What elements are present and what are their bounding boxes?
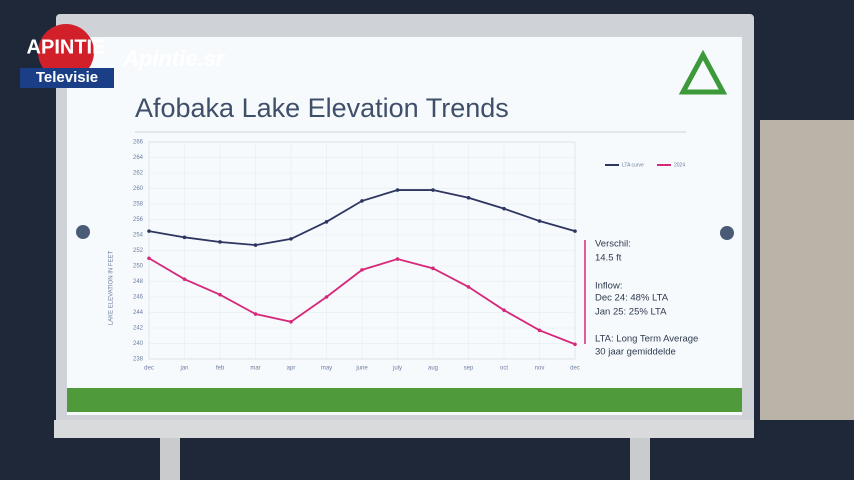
point: [182, 235, 187, 240]
point: [537, 328, 542, 333]
y-axis-label: LAKE ELEVATION IN FEET: [109, 250, 115, 325]
y-tick-label: 262: [133, 171, 144, 177]
logo-sub-bg: [20, 68, 114, 88]
x-tick-label: apr: [287, 366, 296, 372]
y-tick-label: 260: [133, 186, 144, 192]
annotation: Inflow:: [595, 281, 622, 292]
wall: [760, 120, 854, 420]
y-tick-label: 248: [133, 279, 144, 285]
x-tick-label: dec: [570, 366, 580, 372]
annotation: Jan 25: 25% LTA: [595, 307, 667, 318]
y-tick-label: 256: [133, 217, 144, 223]
y-tick-label: 240: [133, 341, 144, 347]
point: [431, 266, 435, 271]
x-tick-label: oct: [500, 366, 508, 372]
annotation: Verschil:: [595, 239, 631, 250]
point: [502, 308, 506, 312]
point: [253, 312, 258, 316]
y-tick-label: 254: [133, 233, 144, 239]
point: [218, 292, 222, 297]
point: [324, 295, 329, 299]
logo-sub: Televisie: [36, 69, 98, 86]
x-tick-label: july: [392, 366, 402, 372]
x-tick-label: may: [321, 366, 332, 372]
site: Apintie.sr: [122, 46, 226, 71]
x-tick-label: june: [355, 366, 368, 372]
y-tick-label: 258: [133, 202, 144, 208]
point: [289, 320, 293, 324]
point: [324, 220, 329, 224]
legend-label: LTA curve: [622, 162, 644, 168]
chart-title: Afobaka Lake Elevation Trends: [135, 93, 509, 123]
point: [573, 229, 577, 233]
point: [147, 256, 151, 261]
y-tick-label: 238: [133, 357, 144, 363]
logo-badge: [38, 24, 94, 80]
logo-name: APINTIE: [27, 36, 106, 58]
y-tick-label: 242: [133, 326, 144, 332]
y-tick-label: 252: [133, 248, 144, 254]
annotation: 14.5 ft: [595, 253, 622, 264]
point: [502, 206, 506, 211]
point: [573, 342, 577, 347]
y-tick-label: 244: [133, 310, 144, 316]
stand-leg: [160, 438, 180, 480]
nav-dot: [720, 226, 734, 240]
x-tick-label: aug: [428, 366, 438, 372]
y-tick-label: 250: [133, 264, 144, 270]
nav-dot: [76, 225, 90, 239]
x-tick-label: mar: [250, 366, 260, 372]
x-tick-label: jan: [179, 366, 188, 372]
point: [182, 277, 187, 281]
company-logo: [678, 49, 728, 95]
y-tick-label: 266: [133, 140, 144, 146]
point: [466, 285, 471, 289]
point: [431, 188, 435, 192]
point: [395, 188, 400, 192]
stand-leg: [630, 438, 650, 480]
y-tick-label: 264: [133, 155, 144, 161]
point: [395, 257, 400, 261]
point: [253, 243, 258, 247]
screen-base: [54, 420, 754, 438]
point: [466, 196, 471, 200]
point: [360, 199, 364, 203]
annotation: LTA: Long Term Average: [595, 334, 698, 345]
x-tick-label: feb: [216, 366, 225, 372]
x-tick-label: sep: [464, 366, 474, 372]
x-tick-label: nov: [535, 366, 545, 372]
annotation: Dec 24: 48% LTA: [595, 293, 669, 304]
slide: [67, 37, 742, 415]
x-tick-label: dec: [144, 366, 154, 372]
point: [147, 229, 151, 233]
legend-label: 2024: [674, 162, 685, 168]
point: [360, 268, 364, 272]
point: [289, 237, 293, 241]
annotation: 30 jaar gemiddelde: [595, 347, 676, 358]
point: [537, 219, 542, 223]
footer-bar: [67, 388, 742, 412]
y-tick-label: 246: [133, 295, 144, 301]
point: [218, 240, 222, 244]
